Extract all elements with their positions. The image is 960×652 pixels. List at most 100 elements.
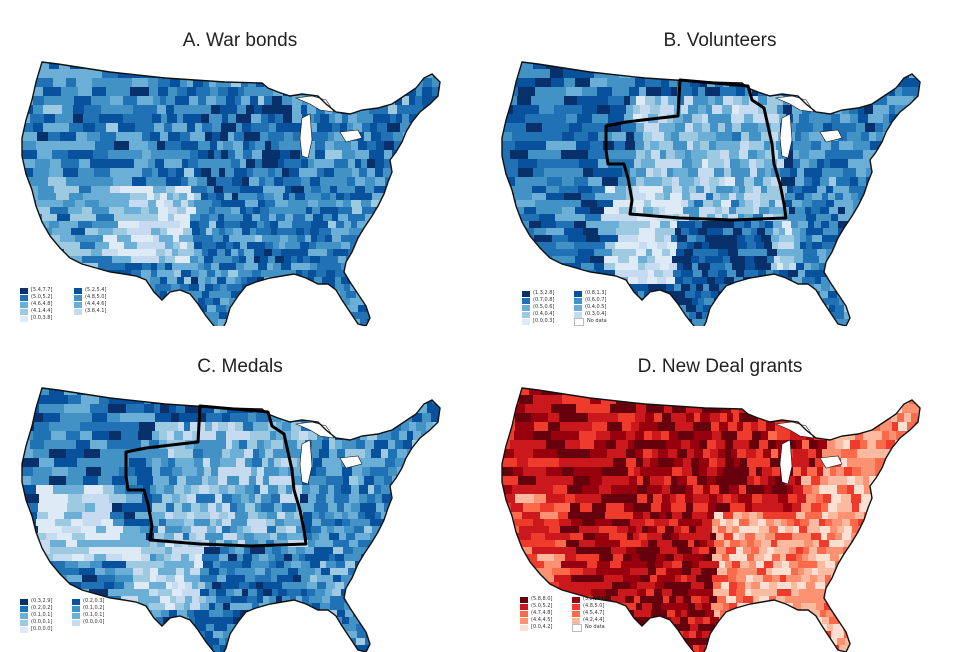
county-cell (317, 123, 326, 133)
county-cell (316, 494, 327, 504)
county-cell (161, 449, 169, 459)
county-cell (825, 87, 836, 97)
county-cell (649, 305, 659, 313)
county-cell (251, 638, 260, 646)
county-cell (96, 214, 115, 222)
county-cell (289, 291, 298, 299)
county-cell (422, 62, 429, 70)
county-cell (311, 610, 319, 618)
county-cell (362, 150, 370, 160)
county-cell (768, 312, 778, 320)
county-cell (407, 284, 416, 292)
county-cell (681, 62, 688, 70)
county-cell (266, 87, 274, 97)
county-cell (413, 575, 421, 583)
county-cell (293, 242, 301, 250)
county-cell (122, 503, 137, 513)
county-cell (53, 200, 64, 208)
county-cell (389, 200, 399, 208)
county-cell (906, 62, 915, 70)
county-cell (211, 105, 221, 115)
county-cell (149, 603, 158, 611)
county-cell (276, 561, 285, 569)
county-cell (253, 422, 261, 432)
county-cell (229, 123, 237, 133)
county-cell (280, 494, 291, 504)
county-cell (894, 263, 901, 271)
county-cell (141, 207, 150, 215)
county-cell (635, 78, 646, 88)
county-cell (558, 141, 577, 151)
county-cell (386, 610, 395, 618)
county-cell (151, 596, 161, 604)
county-cell (806, 123, 814, 133)
county-cell (792, 277, 803, 285)
county-cell (279, 467, 289, 477)
county-cell (257, 193, 265, 201)
county-cell (590, 256, 605, 264)
county-cell (179, 235, 187, 243)
county-cell (562, 291, 574, 299)
county-cell (557, 319, 572, 326)
county-cell (651, 200, 660, 208)
county-cell (439, 540, 440, 548)
county-cell (282, 596, 291, 604)
county-cell (151, 228, 161, 236)
county-cell (823, 123, 833, 133)
county-cell (348, 114, 358, 124)
county-cell (168, 449, 175, 459)
county-cell (900, 78, 910, 88)
county-cell (438, 645, 440, 652)
county-cell (626, 159, 635, 169)
county-cell (400, 610, 410, 618)
county-cell (439, 610, 440, 618)
county-cell (152, 431, 160, 441)
county-cell (164, 554, 172, 562)
county-cell (234, 214, 244, 222)
county-cell (574, 214, 586, 222)
county-cell (284, 159, 292, 169)
county-cell (57, 533, 73, 541)
county-cell (35, 395, 55, 405)
county-cell (129, 249, 148, 257)
county-cell (69, 193, 84, 201)
county-cell (920, 87, 929, 97)
county-cell (829, 207, 839, 215)
county-cell (257, 467, 265, 477)
county-cell (425, 284, 435, 292)
county-cell (371, 561, 379, 569)
county-cell (580, 62, 594, 70)
county-cell (347, 123, 354, 133)
county-cell (246, 62, 256, 70)
county-cell (804, 305, 812, 313)
county-cell (897, 305, 905, 313)
county-cell (310, 177, 321, 187)
county-cell (776, 96, 784, 106)
county-cell (779, 228, 786, 236)
county-cell (224, 78, 232, 88)
county-cell (795, 207, 806, 215)
county-cell (222, 494, 233, 504)
county-cell (221, 395, 232, 405)
county-cell (527, 141, 547, 151)
county-cell (515, 141, 528, 151)
legend-label: (1.3,2.8] (533, 290, 555, 296)
county-cell (118, 540, 136, 548)
county-cell (886, 207, 896, 215)
county-cell (715, 207, 723, 215)
county-cell (403, 575, 414, 583)
county-cell (36, 200, 54, 208)
county-cell (172, 589, 183, 597)
county-cell (290, 150, 301, 160)
county-cell (411, 624, 422, 632)
county-cell (443, 467, 454, 477)
county-cell (260, 485, 269, 495)
county-cell (739, 305, 746, 313)
county-cell (648, 159, 656, 169)
county-cell (859, 319, 866, 326)
county-cell (22, 395, 36, 405)
county-cell (332, 458, 342, 468)
county-cell (340, 494, 350, 504)
county-cell (164, 78, 171, 88)
county-cell (167, 193, 174, 201)
